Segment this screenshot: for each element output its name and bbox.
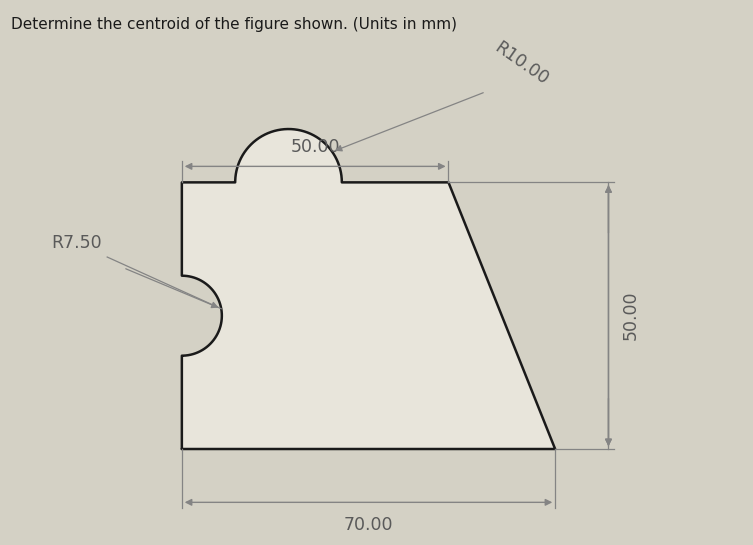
Text: 70.00: 70.00 <box>344 516 393 534</box>
Polygon shape <box>182 129 555 449</box>
Text: R7.50: R7.50 <box>51 234 102 252</box>
Text: Determine the centroid of the figure shown. (Units in mm): Determine the centroid of the figure sho… <box>11 17 457 32</box>
Text: 50.00: 50.00 <box>622 291 640 341</box>
Text: R10.00: R10.00 <box>491 39 552 89</box>
Text: 50.00: 50.00 <box>291 138 340 156</box>
